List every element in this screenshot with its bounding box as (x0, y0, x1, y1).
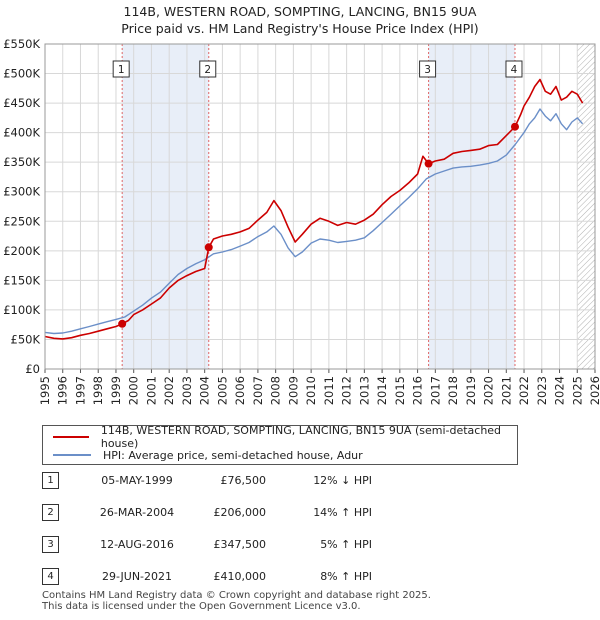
x-tick-label: 2017 (428, 376, 442, 405)
sale-date: 12-AUG-2016 (100, 538, 174, 551)
plot-border (44, 43, 596, 370)
y-tick-label: £250K (3, 214, 40, 228)
forecast-hatch (577, 44, 595, 369)
ownership-shade (428, 44, 515, 369)
table-row: 4 29-JUN-2021 £410,000 8% ↑ HPI (42, 568, 562, 586)
x-tick-label: 2018 (446, 376, 460, 405)
x-tick-label: 2006 (233, 376, 247, 405)
hpi-line (44, 108, 584, 335)
footer-license: This data is licensed under the Open Gov… (42, 601, 361, 612)
y-tick-label: £150K (3, 273, 40, 287)
sale-marker-label: 2 (204, 64, 211, 76)
sale-number-badge: 3 (42, 536, 59, 553)
sale-hpi-diff: 5% ↑ HPI (320, 538, 372, 551)
x-tick-label: 2003 (180, 376, 194, 405)
legend-item-hpi: HPI: Average price, semi-detached house,… (53, 447, 363, 463)
sale-point (424, 159, 433, 168)
table-row: 1 05-MAY-1999 £76,500 12% ↓ HPI (42, 472, 562, 490)
sale-marker-label: 4 (511, 64, 518, 76)
sale-point (510, 122, 519, 131)
table-row: 3 12-AUG-2016 £347,500 5% ↑ HPI (42, 536, 562, 554)
x-tick-label: 2023 (535, 376, 549, 405)
sale-price: £206,000 (213, 506, 267, 519)
y-tick-label: £350K (3, 155, 40, 169)
y-tick-label: £200K (3, 244, 40, 258)
x-tick-label: 2011 (322, 376, 336, 405)
x-tick-label: 2015 (393, 376, 407, 405)
sale-number-badge: 4 (42, 568, 59, 585)
sale-hpi-diff: 8% ↑ HPI (320, 570, 372, 583)
x-tick-label: 2013 (357, 376, 371, 405)
legend-item-price: 114B, WESTERN ROAD, SOMPTING, LANCING, B… (53, 424, 517, 450)
y-tick-label: £300K (3, 185, 40, 199)
sale-date: 26-MAR-2004 (99, 506, 175, 519)
table-row: 2 26-MAR-2004 £206,000 14% ↑ HPI (42, 504, 562, 522)
x-tick-label: 2021 (499, 376, 513, 405)
x-tick-label: 2024 (553, 376, 567, 405)
x-tick-label: 2022 (517, 376, 531, 405)
x-tick-label: 1999 (109, 376, 123, 405)
x-tick-label: 2012 (340, 376, 354, 405)
sale-date: 05-MAY-1999 (101, 474, 173, 487)
price-line-swatch (53, 436, 89, 438)
sale-date: 29-JUN-2021 (101, 570, 173, 583)
legend-hpi-label: HPI: Average price, semi-detached house,… (103, 448, 363, 462)
legend: 114B, WESTERN ROAD, SOMPTING, LANCING, B… (42, 424, 518, 465)
sale-marker-label: 1 (118, 64, 125, 76)
x-tick-label: 2001 (144, 376, 158, 405)
footer: Contains HM Land Registry data © Crown c… (42, 590, 431, 612)
x-tick-label: 1998 (91, 376, 105, 405)
y-tick-label: £400K (3, 126, 40, 140)
x-tick-label: 2020 (482, 376, 496, 405)
x-tick-label: 2016 (411, 376, 425, 405)
chart-title-line2: Price paid vs. HM Land Registry's House … (121, 21, 479, 36)
sale-price: £410,000 (213, 570, 267, 583)
x-tick-label: 2005 (215, 376, 229, 405)
ownership-shade (122, 44, 209, 369)
price-chart: 1 2 3 4 £0 £50K £100K £150K £200K £250K £300K £350… (3, 37, 600, 405)
x-tick-label: 2000 (127, 376, 141, 405)
sale-number-badge: 1 (42, 472, 59, 489)
x-tick-label: 1997 (73, 376, 87, 405)
x-tick-label: 2002 (162, 376, 176, 405)
x-tick-label: 2010 (304, 376, 318, 405)
sale-marker-box (505, 60, 523, 78)
x-tick-label: 2007 (251, 376, 265, 405)
legend-price-label: 114B, WESTERN ROAD, SOMPTING, LANCING, B… (100, 424, 502, 450)
sale-marker-box (112, 60, 130, 78)
x-tick-label: 2004 (198, 376, 212, 405)
sale-point (204, 243, 213, 252)
sale-price: £76,500 (220, 474, 267, 487)
x-tick-label: 2019 (464, 376, 478, 405)
x-tick-label: 2014 (375, 376, 389, 405)
sale-hpi-diff: 14% ↑ HPI (313, 506, 372, 519)
y-tick-label: £50K (11, 332, 41, 346)
footer-copyright: Contains HM Land Registry data © Crown c… (42, 590, 431, 601)
y-tick-label: £500K (3, 67, 40, 81)
x-tick-label: 2025 (570, 376, 584, 405)
price-paid-line (44, 78, 584, 340)
hpi-line-swatch (53, 454, 91, 456)
y-tick-label: £450K (3, 96, 40, 110)
x-tick-label: 2009 (286, 376, 300, 405)
x-tick-label: 2008 (269, 376, 283, 405)
sale-hpi-diff: 12% ↓ HPI (313, 474, 372, 487)
y-tick-label: £550K (3, 37, 40, 51)
x-tick-label: 1996 (56, 376, 70, 405)
sale-price: £347,500 (213, 538, 267, 551)
sale-marker-box (419, 60, 437, 78)
chart-title-line1: 114B, WESTERN ROAD, SOMPTING, LANCING, B… (123, 4, 477, 19)
sale-marker-box (199, 60, 217, 78)
sale-number-badge: 2 (42, 504, 59, 521)
x-tick-label: 2026 (588, 376, 600, 405)
sale-marker-label: 3 (424, 64, 431, 76)
x-tick-label: 1995 (38, 376, 52, 405)
y-tick-label: £100K (3, 303, 40, 317)
sale-point (118, 319, 127, 328)
y-tick-label: £0 (25, 362, 40, 376)
